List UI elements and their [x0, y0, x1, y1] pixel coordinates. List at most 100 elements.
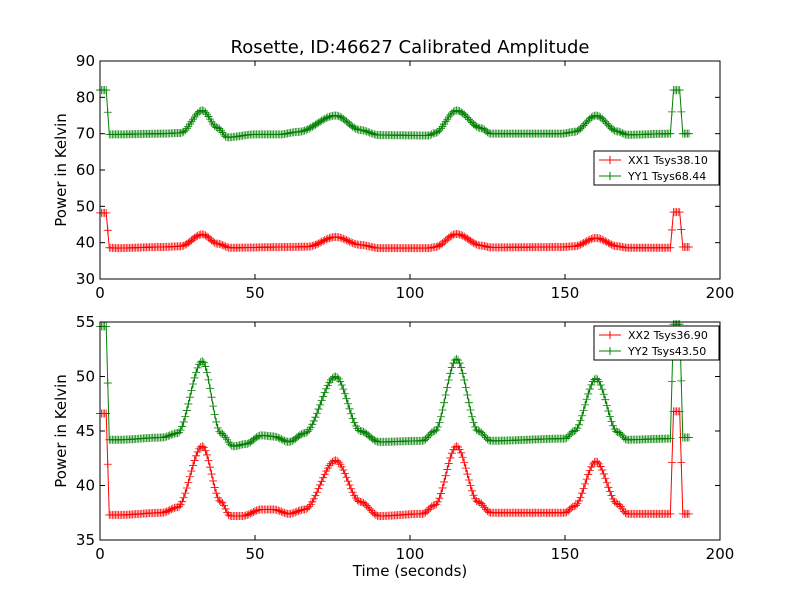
data-point-marker	[209, 402, 218, 411]
data-point-marker	[685, 129, 693, 138]
data-point-marker	[455, 359, 464, 368]
data-point-marker	[103, 226, 112, 235]
data-point-marker	[308, 241, 317, 250]
data-point-marker	[472, 240, 481, 249]
data-point-marker	[480, 431, 489, 440]
data-point-marker	[292, 507, 301, 516]
data-point-marker	[333, 456, 342, 465]
data-point-marker	[581, 119, 590, 128]
data-point-marker	[605, 487, 614, 496]
data-point-marker	[254, 432, 263, 441]
x-tick-label: 0	[95, 284, 105, 302]
data-point-marker	[469, 491, 478, 500]
data-point-marker	[433, 242, 442, 251]
data-point-marker	[446, 232, 455, 241]
data-point-marker	[483, 507, 492, 516]
data-point-marker	[446, 369, 455, 378]
data-point-marker	[309, 416, 318, 425]
data-point-marker	[593, 111, 602, 120]
data-point-marker	[201, 108, 210, 117]
data-point-marker	[615, 428, 624, 437]
x-tick-label: 150	[551, 284, 580, 302]
data-point-marker	[621, 435, 630, 444]
data-point-marker	[345, 481, 354, 490]
data-point-marker	[561, 434, 569, 443]
data-point-marker	[585, 385, 594, 394]
data-point-marker	[609, 421, 618, 430]
data-point-marker	[342, 473, 351, 482]
data-point-marker	[272, 505, 281, 514]
data-point-marker	[675, 208, 684, 217]
legend-entry: YY1 Tsys68.44	[627, 170, 706, 183]
data-point-marker	[320, 236, 329, 245]
data-point-marker	[483, 128, 492, 137]
data-point-marker	[319, 236, 328, 245]
data-point-marker	[365, 128, 374, 137]
data-point-marker	[325, 461, 334, 470]
data-point-marker	[275, 434, 284, 443]
data-point-marker	[602, 401, 611, 410]
data-point-marker	[461, 383, 470, 392]
data-point-marker	[167, 430, 176, 439]
data-point-marker	[165, 506, 174, 515]
data-point-marker	[333, 373, 342, 382]
data-point-marker	[447, 363, 456, 372]
data-point-marker	[179, 493, 188, 502]
data-point-marker	[316, 400, 325, 409]
data-point-marker	[179, 241, 188, 250]
data-point-marker	[447, 449, 456, 458]
data-point-marker	[469, 418, 478, 427]
data-point-marker	[302, 126, 311, 135]
x-tick-label: 100	[396, 545, 425, 563]
data-point-marker	[351, 494, 360, 503]
data-point-marker	[162, 507, 171, 516]
data-point-marker	[485, 508, 494, 517]
data-point-marker	[418, 436, 427, 445]
data-point-marker	[199, 106, 208, 115]
data-point-marker	[605, 239, 614, 248]
data-point-marker	[190, 456, 199, 465]
data-point-marker	[244, 510, 253, 519]
data-point-marker	[347, 484, 356, 493]
data-point-marker	[362, 501, 371, 510]
data-point-marker	[666, 509, 675, 518]
series-markers	[96, 320, 693, 451]
data-point-marker	[271, 432, 280, 441]
data-point-marker	[424, 431, 433, 440]
data-point-marker	[198, 106, 207, 115]
data-point-marker	[599, 469, 608, 478]
data-point-marker	[595, 234, 604, 243]
data-point-marker	[478, 430, 487, 439]
data-point-marker	[677, 458, 686, 467]
data-point-marker	[216, 497, 225, 506]
data-point-marker	[272, 433, 281, 442]
data-point-marker	[347, 409, 356, 418]
data-point-marker	[181, 489, 190, 498]
data-point-marker	[340, 469, 349, 478]
data-point-marker	[427, 502, 436, 511]
data-point-marker	[317, 237, 326, 246]
data-point-marker	[212, 417, 221, 426]
data-point-marker	[339, 385, 348, 394]
data-point-marker	[585, 235, 594, 244]
data-point-marker	[325, 234, 334, 243]
data-point-marker	[181, 240, 190, 249]
data-point-marker	[464, 235, 473, 244]
data-point-marker	[438, 406, 447, 415]
legend-box	[593, 150, 720, 186]
data-point-marker	[667, 225, 676, 234]
data-point-marker	[466, 116, 475, 125]
data-point-marker	[316, 480, 325, 489]
data-point-marker	[348, 488, 357, 497]
series-markers	[96, 208, 693, 253]
data-point-marker	[361, 126, 370, 135]
y-tick-label: 90	[76, 52, 95, 70]
data-point-marker	[291, 508, 300, 517]
data-point-marker	[596, 234, 605, 243]
data-point-marker	[204, 375, 213, 384]
data-point-marker	[461, 464, 470, 473]
x-tick-label: 50	[245, 284, 264, 302]
data-point-marker	[598, 385, 607, 394]
data-point-marker	[350, 123, 359, 132]
data-point-marker	[435, 494, 444, 503]
